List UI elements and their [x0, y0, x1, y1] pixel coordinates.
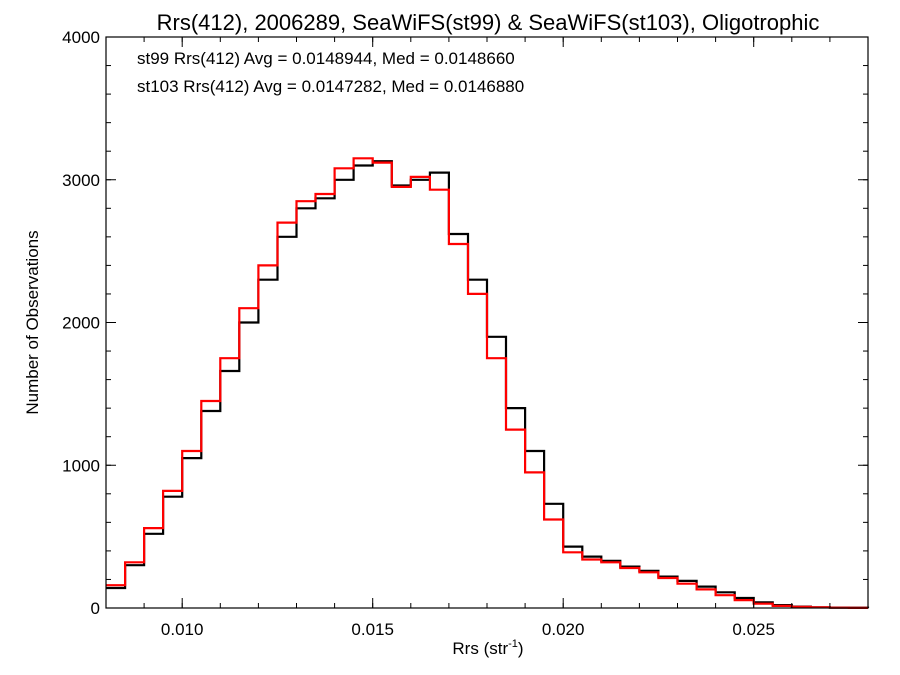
- legend-st103: st103 Rrs(412) Avg = 0.0147282, Med = 0.…: [137, 77, 524, 96]
- x-tick-label: 0.020: [542, 620, 585, 639]
- x-tick-label: 0.025: [732, 620, 775, 639]
- x-tick-label: 0.015: [351, 620, 394, 639]
- y-tick-label: 4000: [62, 28, 100, 47]
- y-tick-label: 3000: [62, 171, 100, 190]
- legend-st99: st99 Rrs(412) Avg = 0.0148944, Med = 0.0…: [137, 49, 515, 68]
- axis-ticks: 0.010 0.015 0.020 0.025 0 1000 2000 3000 4000: [62, 28, 869, 639]
- y-axis-label: Number of Observations: [23, 230, 42, 414]
- y-tick-label: 2000: [62, 314, 100, 333]
- series-layer: [106, 157, 870, 609]
- x-axis-label-main: Rrs (str: [452, 639, 508, 658]
- series-line-st103: [106, 157, 868, 609]
- legend: st99 Rrs(412) Avg = 0.0148944, Med = 0.0…: [137, 49, 524, 96]
- x-axis-label-close: ): [518, 639, 524, 658]
- x-axis-label: Rrs (str-1): [452, 638, 523, 658]
- chart-title: Rrs(412), 2006289, SeaWiFS(st99) & SeaWi…: [157, 10, 820, 35]
- x-axis-label-sup: -1: [508, 638, 518, 650]
- y-tick-label: 0: [91, 599, 100, 618]
- y-tick-label: 1000: [62, 456, 100, 475]
- x-tick-label: 0.010: [161, 620, 204, 639]
